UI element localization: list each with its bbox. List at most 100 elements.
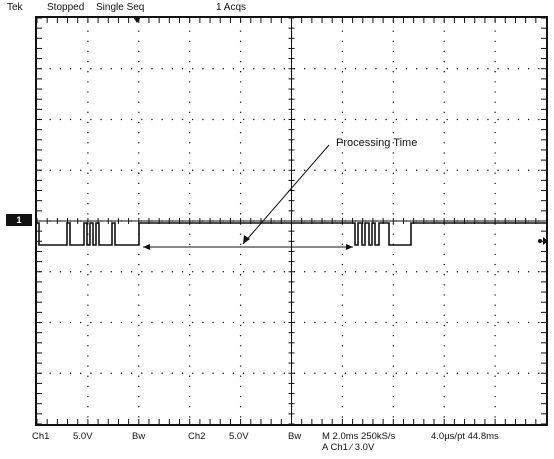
grid-dot (161, 169, 163, 171)
grid-dot (239, 101, 242, 103)
grid-dot (341, 40, 344, 42)
grid-dot (341, 406, 344, 408)
grid-dot (446, 271, 448, 273)
grid-dot (344, 118, 347, 121)
grid-dot (239, 50, 242, 53)
grid-dot (80, 372, 82, 374)
grid-dot (239, 152, 242, 154)
grid-dot (49, 372, 51, 374)
grid-dot (392, 101, 394, 103)
grid-dot (151, 118, 153, 121)
grid-dot (239, 243, 242, 245)
grid-dot (354, 321, 357, 324)
grid-dot (242, 372, 245, 374)
grid-dot (87, 355, 89, 357)
grid-dot (138, 142, 140, 144)
grid-dot (395, 271, 397, 273)
grid-dot (341, 294, 344, 296)
ch1-ground-marker: 1 (6, 214, 32, 226)
grid-dot (395, 118, 397, 121)
grid-dot (189, 334, 191, 337)
grid-dot (212, 372, 214, 374)
grid-dot (538, 169, 540, 171)
grid-dot (222, 68, 224, 70)
grid-dot (385, 372, 387, 374)
grid-dot (90, 118, 92, 121)
grid-dot (303, 68, 306, 70)
grid-dot (189, 416, 191, 418)
grid-dot (443, 60, 445, 63)
grid-dot (443, 274, 445, 276)
grid-dot (138, 91, 140, 93)
grid-dot (405, 271, 408, 273)
grid-dot (395, 372, 397, 374)
grid-dot (69, 372, 72, 374)
grid-dot (446, 169, 448, 171)
grid-dot (130, 118, 133, 121)
grid-dot (189, 253, 191, 256)
grid-dot (189, 233, 191, 235)
grid-dot (239, 406, 242, 408)
grid-dot (138, 416, 140, 418)
grid-dot (242, 271, 245, 273)
grid-dot (189, 40, 191, 42)
grid-dot (110, 68, 112, 70)
grid-dot (527, 372, 530, 374)
grid-dot (87, 375, 89, 377)
grid-dot (239, 71, 242, 73)
grid-dot (385, 271, 387, 273)
grid-dot (392, 365, 394, 367)
grid-dot (426, 118, 428, 121)
grid-dot (253, 321, 255, 324)
grid-dot (273, 372, 275, 374)
grid-dot (494, 91, 496, 93)
grid-dot (415, 68, 418, 70)
grid-dot (443, 172, 445, 174)
grid-dot (494, 60, 496, 63)
grid-dot (189, 71, 191, 73)
grid-dot (59, 321, 62, 324)
grid-dot (436, 118, 438, 121)
grid-dot (365, 321, 367, 324)
grid-dot (263, 321, 265, 324)
grid-dot (375, 321, 377, 324)
grid-dot (87, 284, 89, 286)
grid-dot (324, 372, 326, 374)
grid-dot (497, 321, 499, 324)
grid-dot (324, 169, 326, 171)
grid-dot (443, 314, 445, 317)
grid-dot (494, 50, 496, 53)
grid-dot (392, 121, 394, 124)
grid-dot (443, 334, 445, 337)
grid-dot (283, 271, 286, 273)
grid-dot (497, 118, 499, 121)
grid-dot (202, 169, 204, 171)
grid-dot (436, 271, 438, 273)
grid-dot (87, 40, 89, 42)
grid-dot (138, 304, 140, 306)
grid-dot (90, 271, 92, 273)
grid-dot (138, 182, 140, 185)
grid-dot (341, 111, 344, 114)
grid-dot (239, 60, 242, 63)
grid-dot (443, 294, 445, 296)
grid-dot (494, 416, 496, 418)
grid-dot (239, 284, 242, 286)
grid-dot (138, 385, 140, 388)
grid-dot (120, 271, 123, 273)
grid-dot (392, 385, 394, 388)
grid-dot (392, 152, 394, 154)
grid-dot (138, 324, 140, 327)
grid-dot (341, 274, 344, 276)
grid-dot (138, 192, 140, 195)
grid-dot (392, 355, 394, 357)
grid-dot (69, 271, 72, 273)
grid-dot (456, 68, 459, 70)
grid-dot (494, 334, 496, 337)
grid-dot (341, 263, 344, 266)
grid-dot (239, 375, 242, 377)
grid-dot (138, 131, 140, 134)
grid-dot (212, 271, 214, 273)
grid-dot (189, 294, 191, 296)
grid-dot (436, 321, 438, 324)
